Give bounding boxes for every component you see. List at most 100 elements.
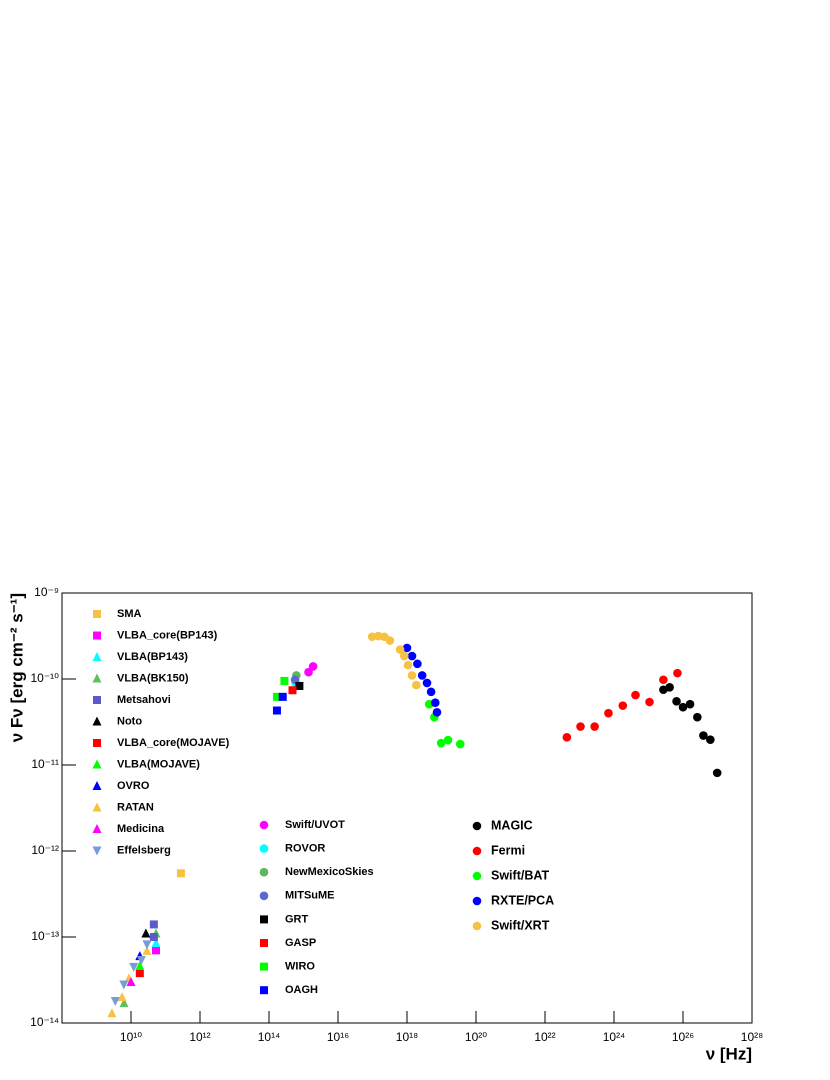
x-tick-label: 10¹⁴: [258, 1030, 281, 1044]
x-tick-label: 10¹⁸: [396, 1030, 418, 1044]
data-point: [129, 962, 139, 972]
legend-marker: [92, 673, 102, 683]
data-point: [403, 660, 413, 670]
data-point: [385, 636, 395, 645]
legend-label: SMA: [117, 608, 142, 620]
data-point: [673, 668, 682, 678]
legend-marker: [260, 939, 268, 947]
data-point: [417, 671, 427, 680]
data-point: [295, 681, 304, 690]
data-point: [136, 956, 146, 966]
data-point: [631, 690, 640, 700]
data-point: [618, 701, 628, 710]
legend-marker: [259, 844, 269, 853]
data-point: [407, 671, 417, 680]
data-point: [672, 697, 681, 706]
legend-label: Metsahovi: [117, 694, 171, 706]
legend-label: Medicina: [117, 823, 165, 835]
x-tick-label: 10¹⁰: [120, 1030, 142, 1044]
data-point: [117, 992, 127, 1002]
data-point: [407, 651, 417, 661]
legend-marker: [472, 846, 482, 856]
x-tick-label: 10²⁰: [465, 1030, 487, 1044]
y-tick-label: 10⁻¹²: [31, 843, 59, 857]
legend-marker: [93, 696, 101, 704]
data-point: [280, 676, 289, 685]
data-point: [151, 946, 160, 955]
data-point: [272, 706, 281, 715]
data-point: [590, 722, 599, 731]
data-point: [430, 698, 440, 708]
data-point: [126, 976, 136, 986]
data-point: [436, 738, 446, 748]
data-point: [119, 998, 129, 1008]
data-point: [107, 1008, 117, 1018]
y-tick-label: 10⁻⁹: [34, 585, 59, 599]
legend-label: Noto: [117, 715, 142, 727]
y-tick-label: 10⁻¹⁰: [31, 671, 60, 685]
data-point: [135, 961, 145, 971]
data-point: [432, 708, 442, 717]
legend-label: MITSuME: [285, 890, 335, 902]
data-point: [712, 768, 722, 778]
legend-label: NewMexicoSkies: [285, 866, 374, 878]
legend-marker: [472, 871, 482, 881]
data-point: [288, 686, 297, 695]
legend-marker: [92, 824, 102, 833]
data-point: [110, 997, 120, 1007]
legend-marker: [93, 739, 101, 747]
data-point: [659, 675, 668, 685]
y-axis-title: ν Fν [erg cm⁻² s⁻¹]: [7, 593, 26, 742]
legend-label: Fermi: [491, 843, 525, 857]
legend-marker: [260, 986, 268, 995]
x-tick-label: 10²⁸: [741, 1030, 763, 1044]
legend-label: WIRO: [285, 961, 315, 973]
data-point: [645, 697, 654, 707]
legend-marker: [92, 716, 102, 726]
legend-marker: [92, 802, 102, 812]
data-point: [678, 702, 688, 712]
data-point: [151, 938, 161, 948]
legend-label: MAGIC: [491, 818, 533, 832]
data-point: [290, 675, 300, 685]
legend-label: RATAN: [117, 801, 154, 813]
legend-marker: [92, 781, 102, 790]
data-point: [693, 712, 702, 722]
data-point: [604, 708, 613, 718]
data-point: [176, 869, 185, 878]
data-point: [141, 928, 151, 938]
data-point: [665, 683, 674, 692]
data-point: [455, 739, 465, 749]
data-point: [142, 945, 152, 955]
data-point: [443, 735, 453, 745]
legend-marker: [260, 962, 268, 971]
legend-label: VLBA_core(MOJAVE): [117, 737, 230, 749]
x-tick-label: 10¹⁶: [327, 1030, 349, 1044]
legend-label: Swift/BAT: [491, 868, 549, 882]
data-point: [402, 643, 412, 653]
x-tick-label: 10¹²: [189, 1030, 210, 1044]
legend-marker: [472, 896, 482, 906]
legend-label: GRT: [285, 913, 309, 925]
legend-marker: [93, 631, 101, 640]
data-point: [149, 933, 158, 941]
data-point: [135, 969, 144, 978]
data-point: [119, 980, 129, 990]
legend-marker: [259, 867, 269, 877]
legend-marker: [472, 921, 482, 931]
y-tick-label: 10⁻¹⁴: [30, 1015, 59, 1029]
data-point: [395, 645, 405, 654]
legend-label: VLBA(MOJAVE): [117, 758, 200, 770]
data-point: [706, 735, 715, 744]
legend-label: OVRO: [117, 780, 150, 792]
data-point: [426, 687, 436, 697]
legend-label: VLBA(BK150): [117, 672, 189, 684]
x-tick-label: 10²⁴: [603, 1030, 626, 1044]
data-point: [149, 920, 158, 929]
data-point: [142, 940, 152, 950]
legend-marker: [259, 820, 269, 830]
data-point: [562, 732, 572, 742]
legend-marker: [92, 846, 102, 856]
data-point: [685, 699, 695, 709]
